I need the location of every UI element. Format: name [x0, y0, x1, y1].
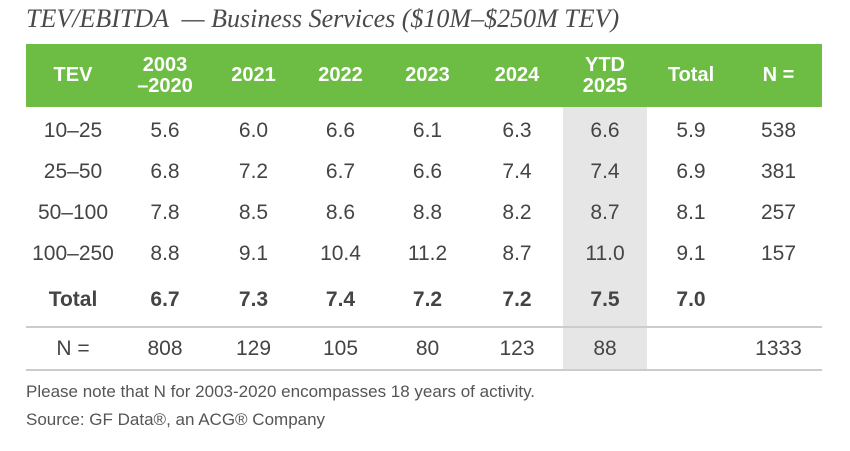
row-label: 50–100 — [37, 200, 109, 224]
table-cell: 7.8 — [150, 200, 180, 224]
table-cell: 6.6 — [325, 118, 356, 142]
table-cell: 538 — [760, 118, 797, 142]
table-cell: 381 — [760, 159, 797, 183]
table-cell: 6.7 — [325, 159, 356, 183]
table-row: 50–100 7.8 8.5 8.6 8.8 8.2 8.7 8.1 257 — [26, 192, 822, 233]
table-row: 10–25 5.6 6.0 6.6 6.1 6.3 6.6 5.9 538 — [26, 107, 822, 151]
table-cell: 6.0 — [238, 118, 269, 142]
table-cell: 8.7 — [502, 241, 532, 265]
table-cell: 8.6 — [325, 200, 356, 224]
table-cell: 7.2 — [238, 159, 269, 183]
table-cell: 7.0 — [647, 274, 735, 328]
table-cell: 5.9 — [676, 118, 706, 142]
table-cell: 9.1 — [238, 241, 269, 265]
table-row: Total 6.7 7.3 7.4 7.2 7.2 7.5 7.0 — [26, 274, 822, 328]
table-cell: 808 — [120, 327, 210, 371]
column-header: Total — [647, 44, 735, 107]
row-label: 25–50 — [43, 159, 103, 183]
table-cell: 6.3 — [502, 118, 532, 142]
column-header: 2022 — [297, 44, 384, 107]
column-header: 2023 — [384, 44, 471, 107]
table-cell: 11.2 — [407, 241, 448, 265]
table-cell: 129 — [210, 327, 297, 371]
table-title: TEV/EBITDA — Business Services ($10M–$25… — [26, 4, 620, 33]
table-cell: 80 — [384, 327, 471, 371]
table-row: N = 808 129 105 80 123 88 1333 — [26, 327, 822, 371]
column-header: 2024 — [471, 44, 563, 107]
table-cell: 7.2 — [384, 274, 471, 328]
row-label: 100–250 — [32, 241, 114, 265]
table-cell: 105 — [297, 327, 384, 371]
column-header: N = — [735, 44, 822, 107]
table-cell: 8.8 — [150, 241, 180, 265]
row-label: 10–25 — [43, 118, 103, 142]
table-cell: 8.2 — [502, 200, 532, 224]
table-cell: 6.8 — [150, 159, 180, 183]
table-cell: 10.4 — [320, 241, 361, 265]
table-cell: 7.2 — [471, 274, 563, 328]
table-cell: 11.0 — [563, 233, 647, 274]
column-header: 2003 –2020 — [120, 44, 210, 107]
table-cell — [735, 274, 822, 328]
row-label: Total — [26, 274, 120, 328]
table-cell: 8.5 — [238, 200, 269, 224]
table-row: 100–250 8.8 9.1 10.4 11.2 8.7 11.0 9.1 157 — [26, 233, 822, 274]
table-cell: 123 — [471, 327, 563, 371]
table-cell: 7.4 — [502, 159, 532, 183]
column-header: YTD 2025 — [563, 44, 647, 107]
table-cell: 257 — [760, 200, 797, 224]
table-cell: 6.6 — [412, 159, 443, 183]
table-cell: 9.1 — [676, 241, 706, 265]
footnote: Please note that N for 2003-2020 encompa… — [26, 382, 536, 401]
table-cell: 8.1 — [676, 200, 706, 224]
table-cell: 5.6 — [150, 118, 180, 142]
table-cell — [647, 327, 735, 371]
table-cell: 8.7 — [563, 192, 647, 233]
table-cell: 6.1 — [412, 118, 443, 142]
row-label: N = — [26, 327, 120, 371]
table-cell: 157 — [760, 241, 797, 265]
table-row: 25–50 6.8 7.2 6.7 6.6 7.4 7.4 6.9 381 — [26, 151, 822, 192]
table-cell: 7.4 — [563, 151, 647, 192]
table-cell: 6.9 — [676, 159, 706, 183]
column-header: TEV — [26, 44, 120, 107]
header-row: TEV 2003 –2020 2021 2022 2023 2024 YTD 2025 Tot… — [26, 44, 822, 107]
table-cell: 7.3 — [210, 274, 297, 328]
table-cell: 7.5 — [563, 274, 647, 328]
tev-ebitda-table: TEV 2003 –2020 2021 2022 2023 2024 YTD 2025 Tot… — [26, 44, 822, 371]
table-cell: 88 — [563, 327, 647, 371]
source-note: Source: GF Data®, an ACG® Company — [26, 410, 326, 429]
table-cell: 6.7 — [120, 274, 210, 328]
table-cell: 6.6 — [563, 107, 647, 151]
table-cell: 8.8 — [412, 200, 443, 224]
column-header: 2021 — [210, 44, 297, 107]
table-cell: 1333 — [735, 327, 822, 371]
table-cell: 7.4 — [297, 274, 384, 328]
